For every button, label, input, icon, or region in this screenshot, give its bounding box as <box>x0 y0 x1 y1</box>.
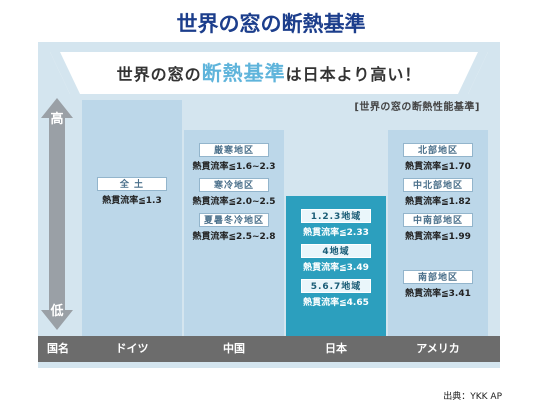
axis-low-label: 低 <box>50 304 64 319</box>
zone-value: 熱貫流率≦2.5~2.8 <box>192 232 276 242</box>
zone: 厳寒地区 熱貫流率≦1.6~2.3 <box>184 138 284 172</box>
headline: 世界の窓の断熱基準は日本より高い！ <box>50 52 488 94</box>
zone: 北部地区 熱貫流率≦1.70 <box>388 138 488 172</box>
zone-label: 中南部地区 <box>403 213 473 227</box>
zone: 中北部地区 熱貫流率≦1.82 <box>388 173 488 207</box>
zone-label: 北部地区 <box>403 143 473 157</box>
headline-prefix: 世界の窓の <box>116 65 202 84</box>
column-germany: 全 土 熱貫流率≦1.3 <box>82 100 182 336</box>
zone-value: 熱貫流率≦4.65 <box>303 298 369 308</box>
axis-high-label: 高 <box>50 112 64 127</box>
zone-label: 全 土 <box>97 177 167 191</box>
zone-value: 熱貫流率≦1.82 <box>405 197 471 207</box>
up-down-arrow-icon <box>41 98 73 330</box>
column-japan: 1.2.3地域 熱貫流率≦2.33 4地域 熱貫流率≦3.49 5.6.7地域 … <box>286 196 386 336</box>
zone-value: 熱貫流率≦3.49 <box>303 263 369 273</box>
zone-label: 南部地区 <box>403 270 473 284</box>
zone-value: 熱貫流率≦1.6~2.3 <box>192 162 276 172</box>
headline-suffix: は日本より高い！ <box>285 65 422 84</box>
zone: 中南部地区 熱貫流率≦1.99 <box>388 208 488 242</box>
category-bar: 国名 ドイツ 中国 日本 アメリカ <box>38 336 500 362</box>
source-credit: 出典：YKK AP <box>443 392 502 402</box>
zone-value: 熱貫流率≦2.33 <box>303 228 369 238</box>
headline-highlight: 断熱基準 <box>201 61 286 85</box>
zone: 南部地区 熱貫流率≦3.41 <box>388 265 488 299</box>
zone-label: 5.6.7地域 <box>301 279 371 293</box>
zone: 5.6.7地域 熱貫流率≦4.65 <box>286 274 386 308</box>
banner-background <box>50 52 488 94</box>
zone: 寒冷地区 熱貫流率≦2.0~2.5 <box>184 173 284 207</box>
category-label: 中国 <box>223 342 245 355</box>
column-china: 厳寒地区 熱貫流率≦1.6~2.3 寒冷地区 熱貫流率≦2.0~2.5 夏暑冬冷… <box>184 130 284 336</box>
category-label: ドイツ <box>115 342 149 355</box>
zone: 1.2.3地域 熱貫流率≦2.33 <box>286 204 386 238</box>
zone-label: 厳寒地区 <box>199 143 269 157</box>
zone-value: 熱貫流率≦3.41 <box>405 289 471 299</box>
zone-value: 熱貫流率≦1.99 <box>405 232 471 242</box>
zone-label: 中北部地区 <box>403 178 473 192</box>
category-label: アメリカ <box>416 342 460 355</box>
category-label: 日本 <box>325 342 347 355</box>
page-title: 世界の窓の断熱基準 <box>176 12 366 36</box>
zone: 全 土 熱貫流率≦1.3 <box>82 172 182 206</box>
zone-value: 熱貫流率≦1.3 <box>102 196 162 206</box>
chart-subtitle: [世界の窓の断熱性能基準] <box>354 102 480 113</box>
zone-label: 夏暑冬冷地区 <box>199 213 269 227</box>
zone: 夏暑冬冷地区 熱貫流率≦2.5~2.8 <box>184 208 284 242</box>
zone-label: 1.2.3地域 <box>301 209 371 223</box>
zone: 4地域 熱貫流率≦3.49 <box>286 239 386 273</box>
category-header: 国名 <box>47 342 69 355</box>
zone-label: 4地域 <box>301 244 371 258</box>
headline-banner: 世界の窓の断熱基準は日本より高い！ <box>50 52 488 94</box>
chart-panel: 世界の窓の断熱基準は日本より高い！ [世界の窓の断熱性能基準] 高 低 全 土 … <box>38 42 500 368</box>
column-usa: 北部地区 熱貫流率≦1.70 中北部地区 熱貫流率≦1.82 中南部地区 熱貫流… <box>388 130 488 336</box>
zone-value: 熱貫流率≦1.70 <box>405 162 471 172</box>
zone-value: 熱貫流率≦2.0~2.5 <box>192 197 276 207</box>
zone-label: 寒冷地区 <box>199 178 269 192</box>
